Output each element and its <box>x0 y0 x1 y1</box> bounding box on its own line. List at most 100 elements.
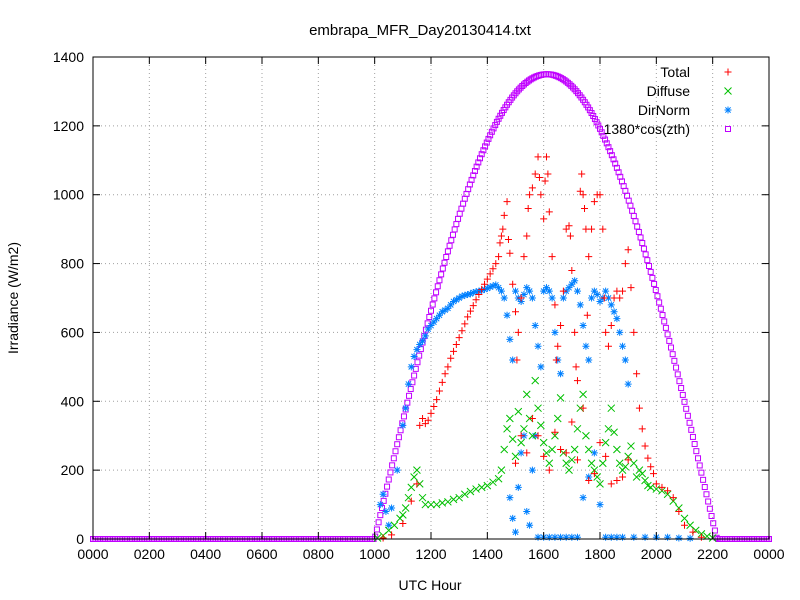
cos-zth-point <box>441 259 448 266</box>
cos-zth-point <box>375 519 382 526</box>
total-point <box>469 302 477 310</box>
total-point <box>607 322 615 330</box>
total-point <box>644 454 652 462</box>
total-point <box>503 198 511 206</box>
total-point <box>573 377 581 385</box>
dirnorm-point <box>402 404 410 412</box>
dirnorm-point <box>427 322 435 330</box>
cos-zth-point <box>517 84 524 91</box>
total-point <box>504 235 512 243</box>
x-axis-label: UTC Hour <box>398 577 461 593</box>
total-point <box>413 480 421 488</box>
series-dirnorm <box>376 277 694 542</box>
total-point <box>565 222 573 230</box>
diffuse-point <box>565 466 573 474</box>
cos-zth-point <box>571 86 578 93</box>
diffuse-point <box>508 435 517 444</box>
diffuse-point <box>517 438 525 447</box>
diffuse-point <box>514 407 523 416</box>
total-point <box>573 456 581 464</box>
x-tick-label: 1600 <box>528 546 559 562</box>
total-point <box>399 520 407 528</box>
total-point <box>624 246 632 254</box>
diffuse-point <box>632 473 641 481</box>
total-point <box>578 170 586 178</box>
dirnorm-point <box>466 290 474 298</box>
total-point <box>458 327 466 335</box>
total-point <box>596 191 604 199</box>
cos-zth-point <box>480 147 487 154</box>
cos-zth-point <box>443 254 450 261</box>
diffuse-point <box>613 445 621 454</box>
total-point <box>551 428 559 436</box>
total-point <box>566 232 574 240</box>
dirnorm-point <box>559 294 567 302</box>
cos-zth-point <box>703 491 710 498</box>
diffuse-point <box>500 445 509 454</box>
dirnorm-point <box>537 363 545 371</box>
dirnorm-point <box>438 308 446 316</box>
cos-zth-point <box>708 513 715 520</box>
dirnorm-point <box>590 287 598 295</box>
cos-zth-point <box>449 231 456 238</box>
diffuse-point <box>483 481 492 490</box>
dirnorm-point <box>621 356 629 364</box>
legend: Total Diffuse DirNorm 1380*cos(zth) <box>604 64 732 137</box>
total-point <box>475 291 483 299</box>
total-point <box>675 507 683 515</box>
diffuse-point <box>610 428 618 437</box>
diffuse-point <box>582 431 590 440</box>
total-point <box>379 534 387 542</box>
y-tick-label: 1400 <box>53 49 84 65</box>
total-point <box>444 363 452 371</box>
total-point <box>590 470 598 478</box>
total-point <box>590 198 598 206</box>
cos-zth-point <box>637 234 644 241</box>
total-point <box>416 421 424 429</box>
total-point <box>489 265 497 273</box>
dirnorm-point <box>486 283 494 291</box>
cos-zth-point <box>700 476 707 483</box>
x-tick-label: 0800 <box>303 546 334 562</box>
cos-zth-point <box>595 122 602 129</box>
dirnorm-point <box>450 297 458 305</box>
cos-zth-point <box>436 277 443 284</box>
dirnorm-point <box>464 291 472 299</box>
total-point <box>630 328 638 336</box>
cos-zth-point <box>698 469 705 476</box>
total-point <box>528 184 536 192</box>
total-point <box>619 287 627 295</box>
dirnorm-point <box>542 284 550 292</box>
total-point <box>554 342 562 350</box>
dirnorm-point <box>607 533 615 541</box>
total-point <box>562 449 570 457</box>
cos-zth-point <box>569 84 576 91</box>
cos-zth-point <box>679 391 686 398</box>
dirnorm-point <box>509 514 517 522</box>
cos-zth-point <box>404 399 411 406</box>
cos-zth-point <box>406 392 413 399</box>
dirnorm-point <box>492 281 500 289</box>
cos-zth-point <box>426 314 433 321</box>
dirnorm-point <box>441 306 449 314</box>
cos-zth-point <box>681 398 688 405</box>
dirnorm-point <box>596 501 604 509</box>
dirnorm-point <box>503 311 511 319</box>
total-point <box>534 153 542 161</box>
dirnorm-point <box>607 301 615 309</box>
total-point <box>572 363 580 371</box>
dirnorm-point <box>430 318 438 326</box>
dirnorm-point <box>458 292 466 300</box>
diffuse-point <box>545 459 554 468</box>
y-tick-label: 0 <box>76 531 84 547</box>
dirnorm-point <box>388 504 396 512</box>
cos-zth-point <box>463 190 470 197</box>
diffuse-point <box>520 424 528 433</box>
y-axis-label: Irradiance (W/m2) <box>5 242 21 354</box>
total-point <box>496 239 504 247</box>
dirnorm-point <box>528 466 536 474</box>
total-point <box>613 476 621 484</box>
cos-zth-point <box>460 200 467 207</box>
cos-zth-point <box>657 305 664 312</box>
